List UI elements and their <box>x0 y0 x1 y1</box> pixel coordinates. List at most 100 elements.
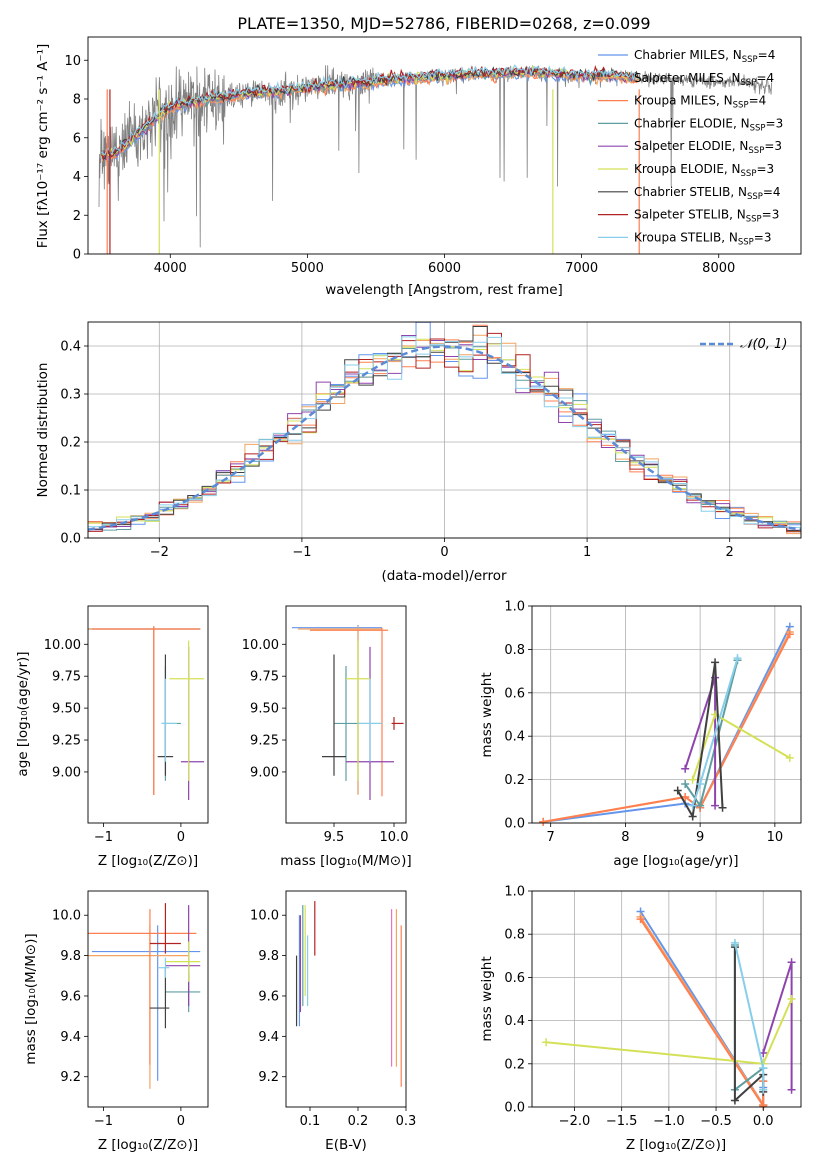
z-mass-ylabel: mass [log₁₀(M/M⊙)] <box>23 933 39 1064</box>
x-tick-label: 5000 <box>291 261 324 276</box>
errorbar-point <box>157 957 170 978</box>
weight-marker <box>696 801 705 810</box>
x-tick-label: 8000 <box>702 261 735 276</box>
errorbar-point <box>180 646 205 801</box>
y-tick-label: 0.2 <box>504 1057 525 1072</box>
y-tick-label: 10.0 <box>52 909 81 924</box>
errorbar-point <box>165 971 201 1013</box>
y-tick-label: 0.4 <box>504 730 525 745</box>
errorbar-point <box>346 640 370 781</box>
weight-marker <box>711 658 720 667</box>
weight-marker <box>539 817 548 826</box>
weight-marker <box>787 1085 796 1094</box>
y-tick-label: 0.4 <box>504 1014 525 1029</box>
normal-curve <box>88 345 801 531</box>
legend-label: Kroupa STELIB, NSSP=3 <box>634 230 772 247</box>
residual-xlabel: (data-model)/error <box>381 568 507 584</box>
weight-marker <box>681 779 690 788</box>
weight-marker <box>787 995 796 1003</box>
errorbar-point <box>292 625 382 794</box>
errorbar-point <box>88 909 197 1065</box>
spectrum-xlabel: wavelength [Angstrom, rest frame] <box>325 282 563 298</box>
errorbar-point <box>149 903 181 954</box>
y-tick-label: 0.4 <box>60 340 81 355</box>
weight-series <box>688 710 794 784</box>
y-tick-label: 9.8 <box>258 949 279 964</box>
y-tick-label: 9.6 <box>60 989 81 1004</box>
x-tick-label: 0.1 <box>300 1114 321 1129</box>
age-weight-xlabel: age [log₁₀(age/yr)] <box>613 853 738 869</box>
x-tick-label: −2.0 <box>559 1114 591 1129</box>
legend-label: Chabrier STELIB, NSSP=4 <box>634 185 781 202</box>
y-tick-label: 0.2 <box>504 773 525 788</box>
errorbar-point <box>161 678 178 762</box>
y-tick-label: 9.2 <box>258 1070 279 1085</box>
weight-line <box>639 918 765 1110</box>
z-age-xlabel: Z [log₁₀(Z/Z⊙)] <box>98 853 198 869</box>
axes-frame <box>87 890 209 1108</box>
y-tick-label: 9.75 <box>52 670 81 685</box>
mass-age-panel: 9.5 10.0 9.00 9.25 9.50 9.75 10.00 mass [log₁₀… <box>242 605 412 869</box>
y-tick-label: 9.75 <box>250 670 279 685</box>
errorbar-point <box>91 925 201 1081</box>
x-tick-label: 7000 <box>565 261 598 276</box>
mass-age-xlabel: mass [log₁₀(M/M⊙)] <box>280 853 411 869</box>
x-tick-label: 0.3 <box>396 1114 417 1129</box>
y-tick-label: 10 <box>64 54 81 69</box>
y-tick-label: 0 <box>73 248 81 263</box>
y-tick-label: 0.2 <box>60 436 81 451</box>
y-tick-label: 10.00 <box>242 638 279 653</box>
ebv-mass-xlabel: E(B-V) <box>325 1137 367 1153</box>
x-tick-label: 0 <box>440 545 448 560</box>
y-tick-label: 0.6 <box>504 971 525 986</box>
weight-marker <box>681 764 690 773</box>
weight-line <box>733 947 765 1103</box>
weight-line <box>543 631 791 823</box>
x-tick-label: 0 <box>177 1114 185 1129</box>
x-tick-label: −1 <box>292 545 311 560</box>
y-tick-label: 9.8 <box>60 949 81 964</box>
y-tick-label: 8 <box>73 93 81 108</box>
weight-marker <box>688 801 697 810</box>
y-tick-label: 9.25 <box>250 734 279 749</box>
weight-series <box>688 654 742 810</box>
errorbar-point <box>91 626 201 795</box>
y-tick-label: 0.8 <box>504 643 525 658</box>
residual-histogram <box>88 336 801 528</box>
legend-label: Kroupa MILES, NSSP=4 <box>634 94 766 111</box>
x-tick-label: 0.2 <box>348 1114 369 1129</box>
x-tick-label: 9.5 <box>324 830 345 845</box>
errorbar-point <box>322 654 346 776</box>
errorbar-point <box>358 678 382 762</box>
y-tick-label: 2 <box>73 209 81 224</box>
errorbar-point <box>169 640 205 781</box>
y-tick-label: 1.0 <box>504 600 525 615</box>
axes-frame <box>87 605 209 824</box>
y-tick-label: 9.00 <box>52 765 81 780</box>
weight-marker <box>688 775 697 784</box>
weight-marker <box>711 801 720 810</box>
legend-label: Chabrier MILES, NSSP=4 <box>634 48 775 65</box>
residual-panel: −2 −1 0 1 2 0.0 0.1 0.2 0.3 0.4 (data-model)/erro… <box>35 321 802 584</box>
y-tick-label: 9.50 <box>52 702 81 717</box>
weight-marker <box>718 803 727 812</box>
x-tick-label: 6000 <box>428 261 461 276</box>
legend-label: Salpeter MILES, NSSP=4 <box>634 71 774 88</box>
errorbar-point <box>149 967 170 1029</box>
legend-label: Chabrier ELODIE, NSSP=3 <box>634 116 783 133</box>
weight-marker <box>785 753 794 762</box>
y-tick-label: 9.4 <box>60 1030 81 1045</box>
legend: Chabrier MILES, NSSP=4 Salpeter MILES, NS… <box>598 48 783 247</box>
weight-series <box>759 958 796 1094</box>
normal-legend-label: 𝒩(0, 1) <box>740 337 787 352</box>
x-tick-label: 10 <box>767 830 784 845</box>
residual-histogram <box>88 332 801 533</box>
y-tick-label: 0.8 <box>504 928 525 943</box>
y-tick-label: 10.00 <box>44 638 81 653</box>
y-tick-label: 9.25 <box>52 734 81 749</box>
weight-marker <box>696 779 705 788</box>
spectrum-ylabel: Flux [fλ10⁻¹⁷ erg cm⁻² s⁻¹ A⁻¹] <box>35 44 51 249</box>
y-tick-label: 9.50 <box>250 702 279 717</box>
y-tick-label: 9.4 <box>258 1030 279 1045</box>
